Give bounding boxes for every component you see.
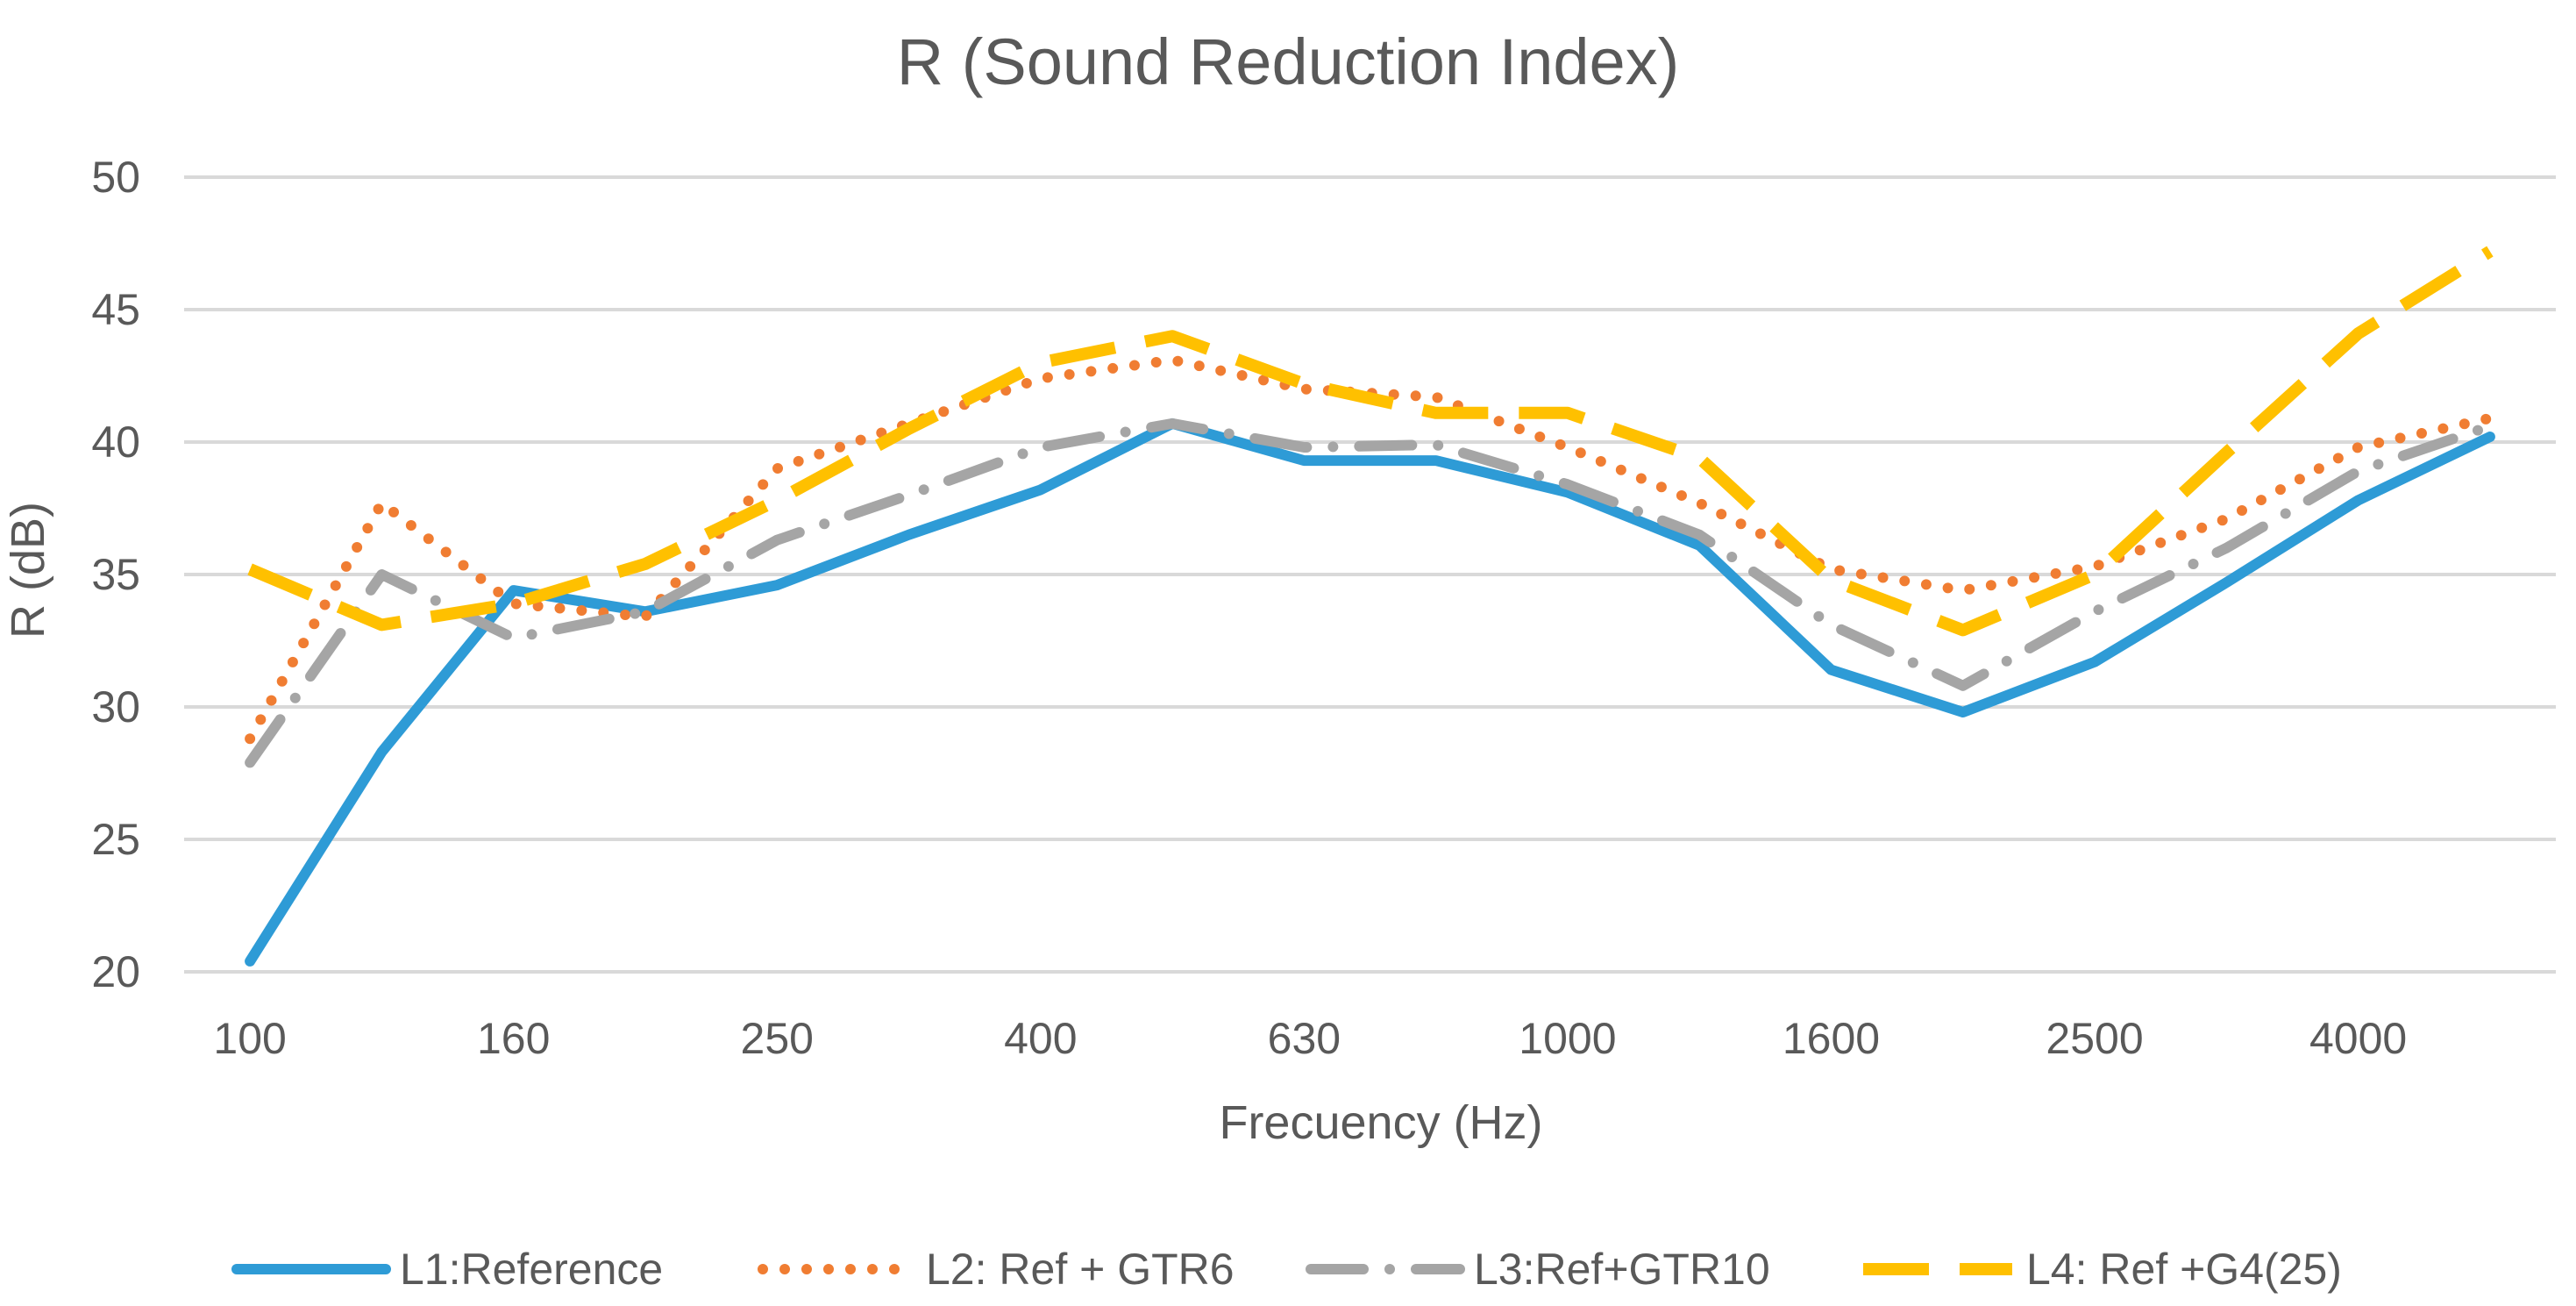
series-line-4 xyxy=(247,246,2494,637)
series-line-1 xyxy=(245,417,2495,967)
y-tick-label: 40 xyxy=(91,417,140,467)
legend-label-3: L3:Ref+GTR10 xyxy=(1474,1245,1770,1294)
y-axis-label: R (dB) xyxy=(2,502,54,639)
y-tick-label: 45 xyxy=(91,285,140,334)
x-axis-ticks: 100 160 250 400 630 1000 1600 2500 4000 xyxy=(213,1014,2407,1063)
legend-label-4: L4: Ref +G4(25) xyxy=(2026,1245,2342,1294)
x-tick-label: 4000 xyxy=(2309,1014,2407,1063)
x-tick-label: 250 xyxy=(741,1014,814,1063)
gridlines xyxy=(184,175,2556,974)
y-tick-label: 30 xyxy=(91,682,140,732)
series-lines xyxy=(245,246,2495,967)
series-line-2 xyxy=(245,354,2495,745)
y-tick-label: 35 xyxy=(91,550,140,599)
x-tick-label: 160 xyxy=(477,1014,550,1063)
x-tick-label: 630 xyxy=(1268,1014,1341,1063)
series-line-3 xyxy=(245,417,2495,768)
y-tick-label: 20 xyxy=(91,947,140,996)
x-tick-label: 1000 xyxy=(1519,1014,1616,1063)
x-axis-label: Frecuency (Hz) xyxy=(1219,1096,1542,1149)
chart-title: R (Sound Reduction Index) xyxy=(897,25,1680,98)
x-tick-label: 2500 xyxy=(2046,1014,2143,1063)
legend-label-1: L1:Reference xyxy=(400,1245,663,1294)
y-axis-ticks: 20 25 30 35 40 45 50 xyxy=(91,153,140,996)
x-tick-label: 100 xyxy=(213,1014,286,1063)
y-tick-label: 25 xyxy=(91,815,140,864)
legend-label-2: L2: Ref + GTR6 xyxy=(926,1245,1235,1294)
legend: L1:Reference L2: Ref + GTR6 L3:Ref+GTR10 L4… xyxy=(231,1245,2342,1294)
x-tick-label: 400 xyxy=(1004,1014,1077,1063)
x-tick-label: 1600 xyxy=(1783,1014,1880,1063)
y-tick-label: 50 xyxy=(91,153,140,202)
